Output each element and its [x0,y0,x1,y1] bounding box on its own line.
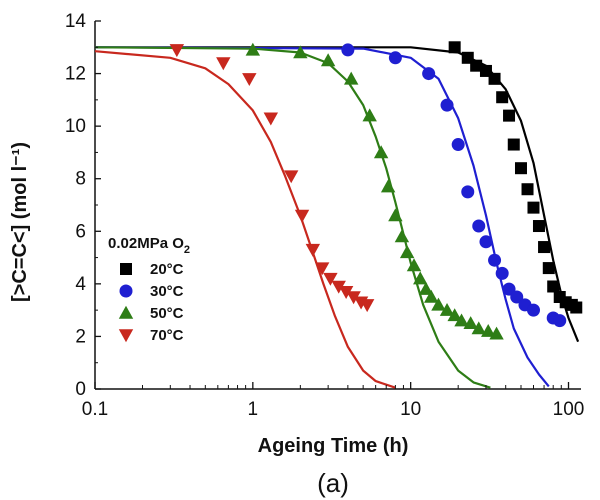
data-point [394,229,410,243]
data-point [359,299,375,313]
data-point [470,59,483,72]
y-axis-ticks: 0 2 4 6 8 10 12 14 [65,11,101,400]
data-point [447,308,462,322]
data-point [489,326,504,340]
data-point [488,72,501,85]
data-point [431,297,446,311]
data-point [542,262,555,275]
data-point [527,201,540,214]
data-point [341,43,355,57]
data-point [471,321,486,335]
legend-marker [118,305,134,319]
data-point [263,112,279,126]
data-point [526,303,540,317]
legend-title: 0.02MPa O2 [108,235,190,256]
y-tick-label: 0 [75,379,86,400]
legend-label: 30°C [150,283,184,300]
data-point [344,71,359,85]
x-tick-label: 0.1 [82,399,108,420]
data-point [514,162,527,175]
data-point [242,73,257,87]
y-tick-label: 4 [75,274,86,295]
legend-label: 50°C [150,305,184,322]
data-point [216,57,231,71]
legend-marker [119,284,133,298]
data-point [331,280,346,294]
data-point [346,291,361,305]
data-point [440,98,454,112]
data-point [305,243,321,257]
data-point [570,301,583,314]
data-point [413,271,428,285]
data-point [320,53,336,67]
legend-marker [120,263,132,275]
data-point [424,289,439,303]
data-markers [169,41,583,340]
legend-label: 70°C [150,327,184,344]
data-point [521,183,534,196]
data-point [488,253,502,267]
data-point [532,220,545,233]
legend-items: 20°C 30°C 50°C 70°C [118,261,184,344]
data-point [510,290,524,304]
x-axis-ticks: 0.1 1 10 100 [82,382,585,420]
data-point [422,67,436,81]
y-tick-label: 8 [75,169,86,190]
y-tick-label: 2 [75,326,86,347]
fit-line [94,50,396,389]
y-tick-label: 12 [65,64,86,85]
x-axis-title: Ageing Time (h) [258,435,409,457]
legend: 0.02MPa O2 20°C 30°C 50°C 70°C [108,235,190,344]
data-point [553,314,567,328]
data-point [283,170,299,184]
legend-title-subscript: 2 [184,244,190,256]
data-point [503,109,516,122]
data-point [362,108,377,122]
y-tick-label: 14 [65,11,87,32]
data-point [388,208,403,222]
data-point [293,45,308,59]
data-point [472,219,486,233]
data-point [507,138,520,151]
data-point [294,209,310,223]
y-tick-label: 10 [65,116,86,137]
data-point [463,316,478,330]
data-point [454,313,469,327]
legend-marker [118,329,134,343]
x-tick-label: 100 [553,399,585,420]
data-point [388,51,402,65]
x-tick-label: 10 [400,399,421,420]
data-point [380,179,396,193]
data-point [547,280,560,293]
data-point [373,145,389,159]
figure-caption: (a) [317,468,349,498]
data-point [496,91,509,104]
data-point [538,241,551,254]
data-point [169,44,185,58]
data-point [495,266,509,280]
legend-label: 20°C [150,261,184,278]
data-point [418,281,434,295]
data-point [481,323,496,337]
data-point [314,262,330,276]
data-point [399,245,415,259]
data-point [245,42,261,56]
data-point [323,272,338,286]
data-point [479,235,493,249]
data-point [338,285,354,299]
data-point [406,258,422,272]
fit-line [94,46,550,388]
data-point [451,138,465,152]
y-axis-title: [>C=C<] (mol l⁻¹) [9,142,31,302]
data-point [461,185,475,199]
data-point [439,302,455,316]
x-tick-label: 1 [248,399,259,420]
data-point [448,41,461,54]
y-tick-label: 6 [75,221,86,242]
